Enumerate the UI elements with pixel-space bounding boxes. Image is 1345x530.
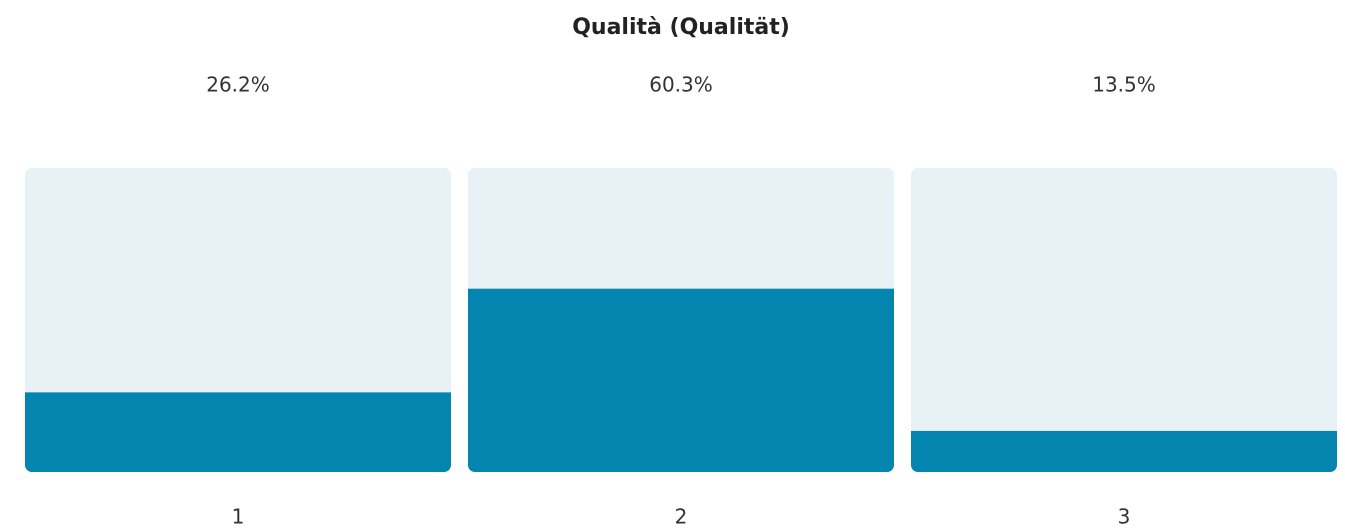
x-tick-label: 3 <box>1118 505 1131 529</box>
bar-group <box>468 168 894 472</box>
bar-group <box>25 168 451 472</box>
bar <box>468 288 894 472</box>
bar <box>25 392 451 472</box>
value-label: 13.5% <box>1092 73 1156 97</box>
value-label: 26.2% <box>206 73 270 97</box>
chart-title: Qualità (Qualität) <box>572 15 790 40</box>
x-tick-label: 2 <box>675 505 688 529</box>
value-label: 60.3% <box>649 73 713 97</box>
bar-group <box>911 168 1337 472</box>
x-tick-label: 1 <box>232 505 245 529</box>
bar-background <box>911 168 1337 472</box>
bar <box>911 430 1337 472</box>
